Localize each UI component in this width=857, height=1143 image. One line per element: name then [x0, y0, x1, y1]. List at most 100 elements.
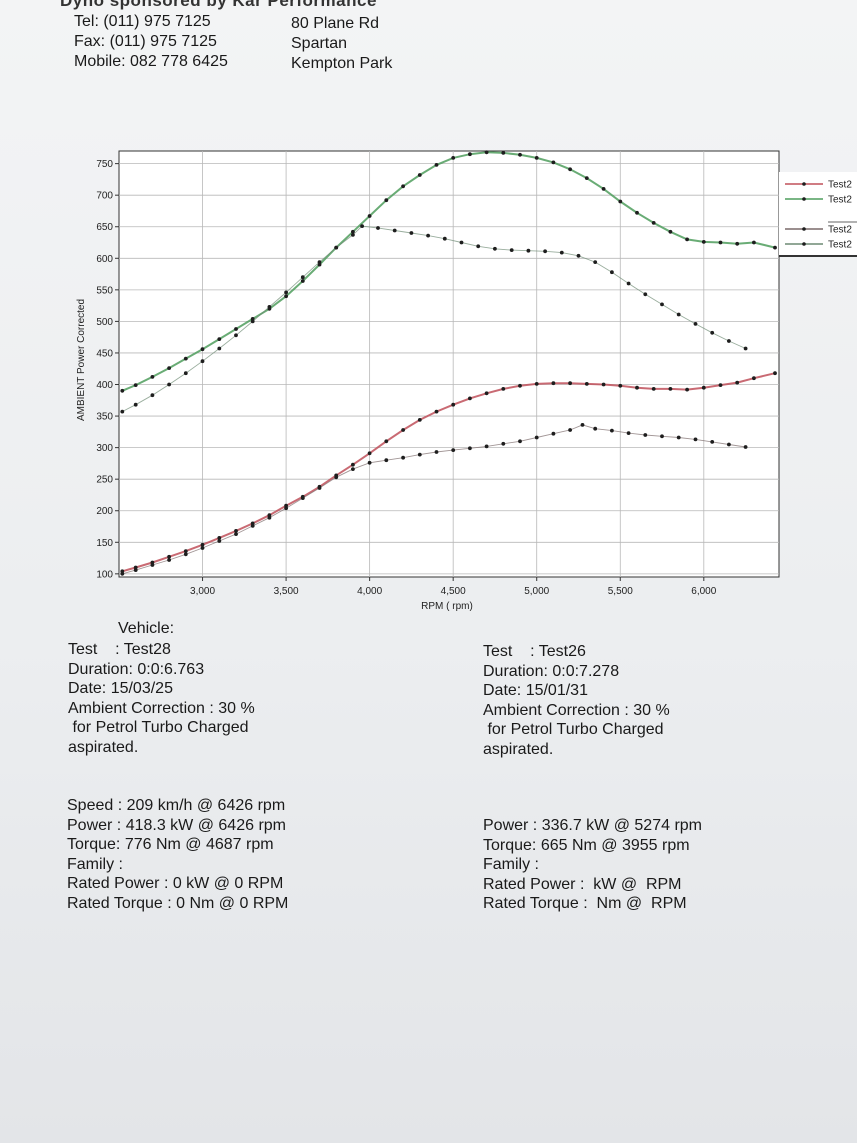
data-point	[417, 452, 422, 457]
data-point	[334, 245, 339, 250]
data-point	[250, 319, 255, 324]
data-point	[501, 387, 506, 391]
power-stat: Power : 418.3 kW @ 6426 rpm	[67, 816, 286, 834]
y-tick-label: 400	[96, 380, 113, 391]
data-point	[426, 233, 430, 238]
data-point	[133, 383, 138, 387]
y-tick-label: 550	[96, 285, 113, 296]
data-point	[284, 290, 288, 295]
data-point	[610, 428, 614, 433]
date: Date: 15/01/31	[483, 682, 588, 699]
data-point	[727, 339, 731, 343]
data-point	[150, 393, 155, 398]
data-point	[559, 250, 564, 255]
data-point	[743, 445, 748, 449]
aspiration: aspirated.	[483, 740, 554, 758]
data-point	[317, 486, 322, 490]
data-point	[360, 224, 364, 229]
data-point	[351, 462, 355, 467]
data-point	[580, 423, 585, 427]
data-point	[401, 184, 405, 189]
legend-label: Test2	[828, 240, 852, 251]
data-point	[484, 150, 489, 155]
data-point	[451, 156, 456, 160]
data-point	[367, 214, 372, 218]
data-point	[133, 565, 138, 570]
data-point	[635, 385, 639, 390]
legend-box	[779, 172, 857, 256]
ambient-correction: Ambient Correction : 30 %	[68, 699, 255, 717]
test-info-right: Test : Test26 Duration: 0:0:7.278 Date: …	[483, 642, 670, 759]
series-3	[120, 423, 748, 576]
y-tick-label: 600	[96, 254, 113, 265]
data-point	[676, 312, 681, 317]
series-2	[120, 150, 777, 393]
data-point	[727, 442, 731, 447]
y-tick-label: 500	[96, 317, 113, 328]
data-point	[417, 418, 422, 422]
fax-line: Fax: (011) 975 7125	[74, 33, 217, 50]
vehicle-label: Vehicle:	[118, 620, 175, 637]
power-stat: Power : 336.7 kW @ 5274 rpm	[483, 817, 702, 834]
data-point	[568, 428, 572, 432]
data-point	[626, 281, 631, 286]
data-point	[120, 409, 125, 414]
y-tick-label: 200	[96, 506, 113, 517]
data-point	[735, 380, 740, 385]
test-info-left: Test : Test28 Duration: 0:0:6.763 Date: …	[68, 640, 255, 757]
data-point	[217, 536, 222, 540]
data-point	[743, 346, 748, 351]
data-point	[551, 160, 556, 165]
data-point	[451, 402, 456, 407]
data-point	[334, 475, 339, 480]
stats-right: Power : 336.7 kW @ 5274 rpm Torque: 665 …	[483, 816, 702, 914]
data-point	[534, 435, 539, 440]
duration: Duration: 0:0:6.763	[68, 660, 205, 678]
data-point	[752, 376, 756, 381]
data-point	[367, 460, 372, 465]
legend-marker	[802, 227, 806, 231]
data-point	[401, 428, 405, 432]
dyno-chart: 100 150 200 250 300 350 400 450 500 550 600 650 700 7…	[76, 150, 857, 612]
data-point	[133, 402, 138, 407]
data-point	[593, 260, 598, 264]
series-layer	[120, 150, 777, 576]
family-stat: Family :	[483, 856, 539, 873]
x-tick-label: 6,000	[691, 586, 716, 597]
duration: Duration: 0:0:7.278	[483, 662, 620, 680]
data-point	[459, 240, 464, 245]
address-line: Spartan	[291, 35, 348, 52]
y-tick-label: 150	[96, 538, 113, 549]
series-4	[120, 224, 748, 414]
x-tick-label: 4,000	[357, 586, 382, 597]
data-point	[351, 467, 355, 471]
data-point	[167, 366, 172, 370]
data-point	[200, 347, 205, 352]
data-point	[618, 383, 623, 388]
data-point	[234, 532, 238, 536]
data-point	[718, 240, 723, 245]
x-tick-label: 5,500	[608, 586, 633, 597]
x-tick-label: 4,500	[441, 586, 466, 597]
fuel-type: for Petrol Turbo Charged	[483, 721, 664, 738]
data-point	[200, 546, 205, 550]
data-point	[484, 444, 489, 449]
data-point	[183, 552, 188, 557]
header-banner: Dyno sponsored by Kar Performance	[60, 0, 377, 10]
y-tick-label: 250	[96, 475, 113, 486]
data-point	[401, 455, 405, 460]
data-point	[351, 229, 355, 234]
data-point	[434, 409, 439, 414]
data-point	[150, 375, 155, 379]
data-point	[484, 391, 489, 396]
data-point	[468, 152, 472, 157]
test-name: Test : Test26	[483, 643, 586, 660]
series-line	[121, 151, 776, 392]
rated-power-stat: Rated Power : 0 kW @ 0 RPM	[67, 875, 284, 892]
data-point	[643, 433, 648, 437]
y-tick-label: 100	[96, 569, 113, 580]
data-point	[300, 496, 305, 500]
data-point	[384, 439, 389, 444]
data-point	[693, 437, 698, 442]
legend-marker	[802, 197, 806, 201]
